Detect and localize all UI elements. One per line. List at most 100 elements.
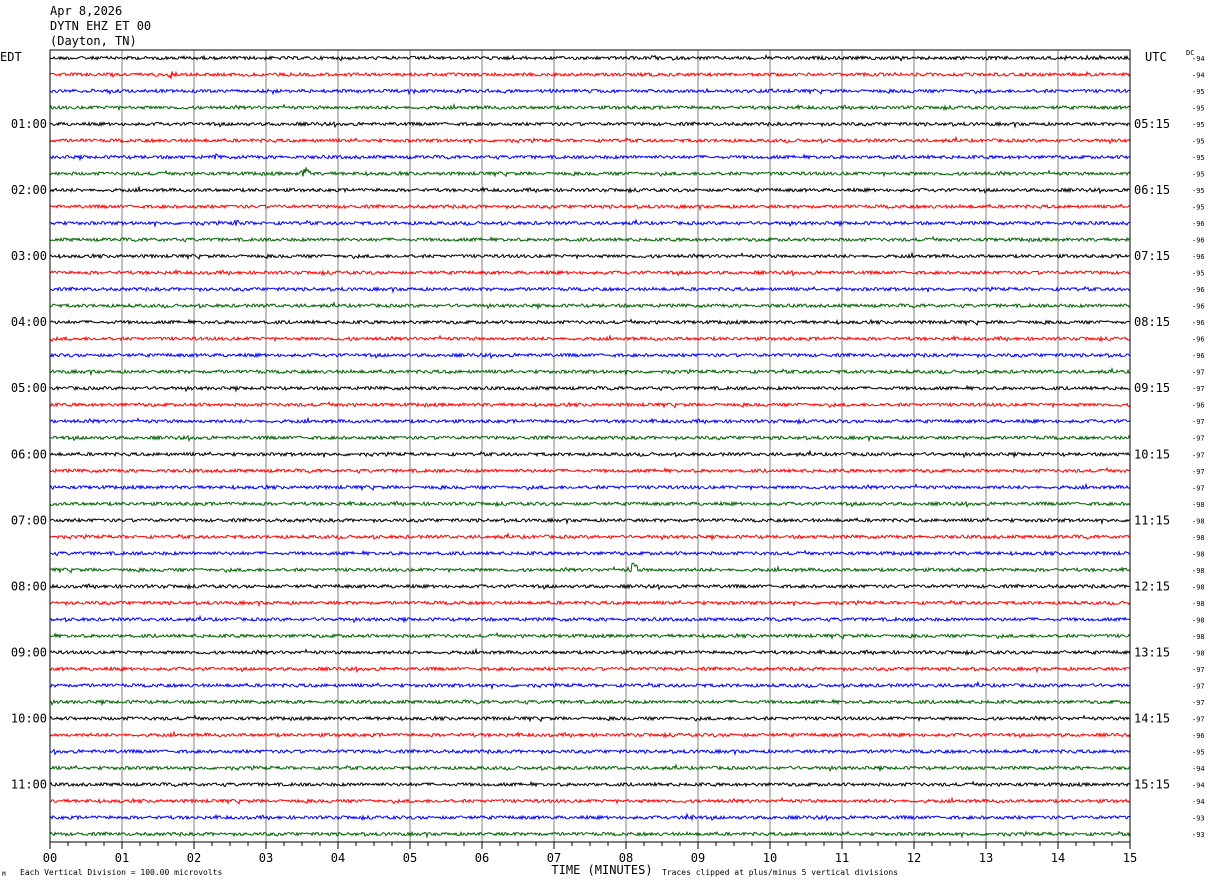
dc-offset-label: -96 xyxy=(1192,402,1205,410)
x-tick-label: 07 xyxy=(547,851,561,865)
seismic-trace xyxy=(50,434,1131,443)
left-hour-label: 07:00 xyxy=(11,513,47,527)
dc-offset-label: -98 xyxy=(1192,616,1205,624)
x-tick-label: 06 xyxy=(475,851,489,865)
dc-offset-label: -95 xyxy=(1192,154,1205,162)
left-hour-label: 04:00 xyxy=(11,315,47,329)
seismic-trace xyxy=(49,796,1131,806)
dc-offset-label: -98 xyxy=(1192,649,1205,657)
seismic-trace xyxy=(49,499,1131,509)
seismic-trace xyxy=(49,185,1131,195)
seismic-trace xyxy=(49,318,1131,327)
seismic-trace xyxy=(49,517,1131,526)
dc-offset-label: -97 xyxy=(1192,369,1205,377)
right-hour-label: 06:15 xyxy=(1134,183,1170,197)
seismic-trace xyxy=(49,251,1131,261)
right-hour-label: 10:15 xyxy=(1134,447,1170,461)
dc-offset-label: -93 xyxy=(1192,814,1205,822)
seismic-trace xyxy=(49,763,1131,773)
left-hour-label: 09:00 xyxy=(11,645,47,659)
seismic-trace xyxy=(49,830,1131,839)
right-hour-label: 15:15 xyxy=(1134,777,1170,791)
seismic-trace xyxy=(49,120,1131,129)
seismic-trace xyxy=(49,400,1131,409)
right-hour-label: 13:15 xyxy=(1134,645,1170,659)
seismic-trace xyxy=(49,449,1131,459)
dc-offset-label: -95 xyxy=(1192,748,1205,756)
seismic-trace xyxy=(50,549,1131,557)
dc-offset-label: -96 xyxy=(1192,732,1205,740)
dc-offset-label: -94 xyxy=(1192,765,1205,773)
seismic-trace xyxy=(49,218,1131,228)
right-hour-label: 08:15 xyxy=(1134,315,1170,329)
right-hour-label: 12:15 xyxy=(1134,579,1170,593)
left-hour-label: 01:00 xyxy=(11,117,47,131)
dc-offset-label: -98 xyxy=(1192,517,1205,525)
dc-offset-label: -96 xyxy=(1192,352,1205,360)
dc-offset-label: -95 xyxy=(1192,187,1205,195)
dc-offset-label: -95 xyxy=(1192,88,1205,96)
seismic-trace xyxy=(49,665,1131,674)
dc-offset-label: -95 xyxy=(1192,121,1205,129)
dc-offset-label: -98 xyxy=(1192,633,1205,641)
dc-offset-label: -97 xyxy=(1192,451,1205,459)
seismic-trace xyxy=(49,482,1131,492)
left-hour-label: 08:00 xyxy=(11,579,47,593)
seismic-trace xyxy=(49,285,1131,294)
dc-offset-label: -97 xyxy=(1192,715,1205,723)
dc-offset-label: -98 xyxy=(1192,550,1205,558)
dc-offset-label: -97 xyxy=(1192,468,1205,476)
dc-offset-label: -95 xyxy=(1192,105,1205,113)
dc-offset-label: -94 xyxy=(1192,781,1205,789)
dc-offset-label: -96 xyxy=(1192,319,1205,327)
left-hour-label: 11:00 xyxy=(11,777,47,791)
x-tick-label: 05 xyxy=(403,851,417,865)
dc-offset-label: -96 xyxy=(1192,220,1205,228)
right-hour-label: 09:15 xyxy=(1134,381,1170,395)
dc-offset-label: -98 xyxy=(1192,567,1205,575)
seismic-trace xyxy=(49,466,1131,474)
x-tick-label: 10 xyxy=(763,851,777,865)
seismic-trace xyxy=(49,153,1131,162)
right-hour-label: 05:15 xyxy=(1134,117,1170,131)
dc-offset-label: -97 xyxy=(1192,418,1205,426)
dc-offset-label: -94 xyxy=(1192,72,1205,80)
dc-offset-label: -96 xyxy=(1192,286,1205,294)
dc-offset-label: -97 xyxy=(1192,385,1205,393)
x-tick-label: 08 xyxy=(619,851,633,865)
dc-header: DC xyxy=(1186,49,1194,57)
scale-note: Each Vertical Division = 100.00 microvol… xyxy=(20,868,222,877)
seismic-trace xyxy=(49,384,1131,393)
clip-note: Traces clipped at plus/minus 5 vertical … xyxy=(662,868,898,877)
seismic-trace xyxy=(49,300,1131,311)
seismic-trace xyxy=(49,647,1131,657)
seismic-trace xyxy=(49,416,1131,425)
x-tick-label: 01 xyxy=(115,851,129,865)
right-timezone-label: UTC xyxy=(1145,50,1167,64)
dc-offset-label: -96 xyxy=(1192,303,1205,311)
dc-offset-label: -97 xyxy=(1192,484,1205,492)
seismic-trace xyxy=(49,87,1131,96)
dc-offset-label: -97 xyxy=(1192,699,1205,707)
seismic-trace xyxy=(49,102,1131,112)
left-hour-label: 10:00 xyxy=(11,711,47,725)
left-timezone-label: EDT xyxy=(0,50,22,64)
seismic-trace xyxy=(49,135,1131,145)
dc-offset-label: -95 xyxy=(1192,138,1205,146)
x-tick-label: 15 xyxy=(1123,851,1137,865)
left-hour-label: 02:00 xyxy=(11,183,47,197)
x-tick-label: 13 xyxy=(979,851,993,865)
x-tick-label: 03 xyxy=(259,851,273,865)
seismic-trace xyxy=(49,333,1131,343)
right-hour-label: 11:15 xyxy=(1134,513,1170,527)
plot-frame xyxy=(49,49,1131,843)
x-tick-label: 14 xyxy=(1051,851,1065,865)
seismic-trace xyxy=(49,714,1131,723)
right-hour-label: 07:15 xyxy=(1134,249,1170,263)
x-tick-label: 04 xyxy=(331,851,345,865)
seismic-trace xyxy=(49,582,1131,591)
dc-offset-label: -97 xyxy=(1192,666,1205,674)
left-hour-label: 05:00 xyxy=(11,381,47,395)
seismic-trace xyxy=(49,614,1131,624)
